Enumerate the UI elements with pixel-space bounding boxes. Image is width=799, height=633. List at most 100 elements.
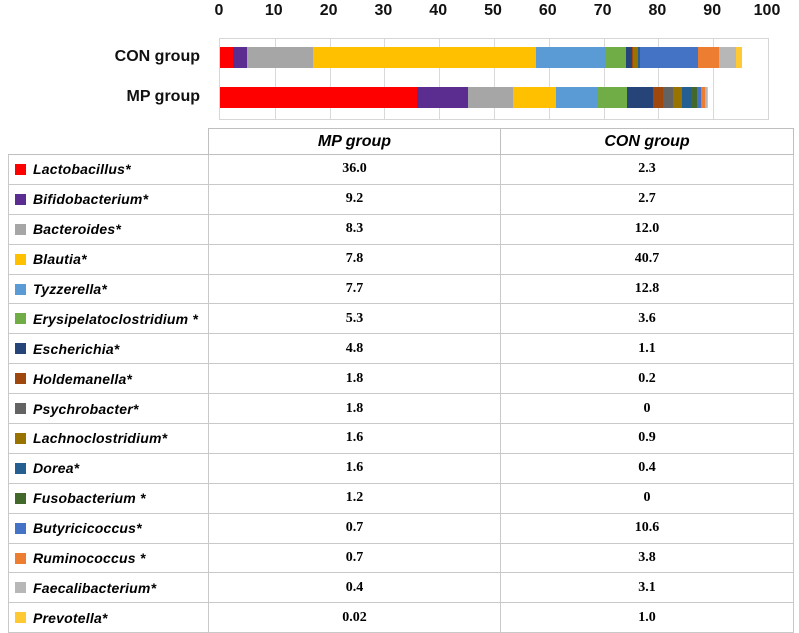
con-value: 40.7 <box>500 244 794 274</box>
con-value: 0.4 <box>500 453 794 483</box>
genus-cell: Bacteroides* <box>8 214 208 244</box>
genus-name: Tyzzerella* <box>33 281 108 297</box>
table-row-dorea: Dorea* 1.6 0.4 <box>8 453 794 484</box>
legend-swatch-tyzzerella <box>15 283 26 295</box>
genus-name: Psychrobacter* <box>33 400 139 417</box>
table-row-prevotella: Prevotella* 0.02 1.0 <box>8 603 794 633</box>
column-header-mp-group: MP group <box>208 128 500 154</box>
table-row-psychrobacter: Psychrobacter* 1.8 0 <box>8 394 794 425</box>
genus-name: Fusobacterium * <box>33 490 146 507</box>
genus-cell: Faecalibacterium* <box>8 573 208 603</box>
segment-con-ruminococcus <box>698 47 720 68</box>
segment-mp-psychrobacter <box>663 87 674 108</box>
x-tick-30: 30 <box>374 2 393 19</box>
mp-value: 9.2 <box>208 184 500 214</box>
mp-value: 1.2 <box>208 483 500 513</box>
genus-name: Lachnoclostridium* <box>33 430 168 447</box>
gridline-50 <box>494 39 495 119</box>
x-tick-40: 40 <box>429 2 448 19</box>
con-value: 3.1 <box>500 573 794 603</box>
abundance-table: MP group CON group Lactobacillus* 36.0 2.3… <box>8 128 794 633</box>
con-value: 3.8 <box>500 543 794 573</box>
legend-swatch-lactobacillus <box>15 163 26 175</box>
x-tick-60: 60 <box>538 2 557 19</box>
legend-swatch-ruminococcus <box>15 552 26 564</box>
con-value: 2.3 <box>500 155 794 184</box>
gridline-60 <box>548 39 550 119</box>
genus-cell: Fusobacterium * <box>8 483 208 513</box>
segment-con-lactobacillus <box>220 47 233 68</box>
gridline-20 <box>329 39 331 119</box>
genus-cell: Holdemanella* <box>8 364 208 394</box>
genus-name: Lactobacillus* <box>33 161 131 178</box>
x-tick-10: 10 <box>264 2 283 19</box>
con-value: 0 <box>500 483 794 513</box>
con-value: 0.9 <box>500 424 794 453</box>
mp-value: 36.0 <box>208 155 500 184</box>
genus-name: Dorea* <box>33 460 80 477</box>
table-row-blautia: Blautia* 7.8 40.7 <box>8 244 794 275</box>
legend-swatch-holdemanella <box>15 373 26 385</box>
genus-cell: Blautia* <box>8 244 208 274</box>
mp-value: 0.4 <box>208 573 500 603</box>
con-value: 2.7 <box>500 184 794 214</box>
genus-cell: Lactobacillus* <box>8 155 208 184</box>
table-row-ruminococcus: Ruminococcus * 0.7 3.8 <box>8 543 794 574</box>
segment-con-prevotella <box>736 47 742 68</box>
segment-con-tyzzerella <box>536 47 607 68</box>
mp-value: 7.8 <box>208 244 500 274</box>
con-value: 12.0 <box>500 214 794 244</box>
legend-swatch-psychrobacter <box>15 403 26 415</box>
x-tick-100: 100 <box>753 2 781 19</box>
stacked-bar-chart: 0 10 20 30 40 50 60 70 80 90 100 CON group MP grou… <box>0 0 799 128</box>
x-tick-0: 0 <box>214 2 224 19</box>
genus-cell: Lachnoclostridium* <box>8 424 208 453</box>
segment-con-lachnoclostridium <box>633 47 639 68</box>
legend-swatch-lachnoclostridium <box>15 432 26 444</box>
legend-swatch-bifidobacterium <box>15 193 26 205</box>
gridline-70 <box>603 39 605 119</box>
legend-swatch-prevotella <box>15 612 26 624</box>
genus-cell: Erysipelatoclostridium * <box>8 304 208 334</box>
category-label-con-group: CON group <box>114 48 200 65</box>
table-row-lactobacillus: Lactobacillus* 36.0 2.3 <box>8 155 794 185</box>
mp-value: 0.7 <box>208 543 500 573</box>
segment-con-dorea <box>638 47 641 68</box>
mp-value: 4.8 <box>208 334 500 364</box>
table-row-faecalibacterium: Faecalibacterium* 0.4 3.1 <box>8 573 794 604</box>
genus-name: Butyricicoccus* <box>33 520 142 537</box>
legend-swatch-faecalibacterium <box>15 582 26 594</box>
legend-swatch-blautia <box>15 253 26 265</box>
con-value: 0.2 <box>500 364 794 394</box>
segment-con-holdemanella <box>632 47 634 68</box>
mp-value: 0.02 <box>208 603 500 633</box>
x-tick-80: 80 <box>648 2 667 19</box>
segment-mp-bifidobacterium <box>417 87 468 108</box>
segment-mp-bacteroides <box>467 87 514 108</box>
genus-cell: Psychrobacter* <box>8 394 208 424</box>
genus-cell: Tyzzerella* <box>8 274 208 304</box>
gridline-30 <box>384 39 386 119</box>
legend-swatch-butyricicoccus <box>15 522 26 534</box>
genus-name: Ruminococcus * <box>33 550 146 567</box>
gridline-90 <box>713 39 715 119</box>
genus-name: Erysipelatoclostridium * <box>33 310 199 327</box>
table-row-fusobacterium: Fusobacterium * 1.2 0 <box>8 483 794 514</box>
x-tick-70: 70 <box>593 2 612 19</box>
mp-value: 1.6 <box>208 424 500 453</box>
table-row-erysipelatoclostridium: Erysipelatoclostridium * 5.3 3.6 <box>8 304 794 335</box>
column-header-con-group: CON group <box>500 128 794 154</box>
genus-cell: Dorea* <box>8 453 208 483</box>
segment-mp-faecalibacterium <box>704 87 708 108</box>
genus-name: Prevotella* <box>33 609 108 626</box>
category-label-mp-group: MP group <box>126 88 200 105</box>
segment-mp-butyricicoccus <box>697 87 702 108</box>
mp-value: 5.3 <box>208 304 500 334</box>
mp-value: 8.3 <box>208 214 500 244</box>
genus-name: Bifidobacterium* <box>33 191 149 208</box>
con-value: 10.6 <box>500 513 794 543</box>
gridline-10 <box>274 39 276 119</box>
segment-mp-tyzzerella <box>555 87 599 108</box>
segment-con-faecalibacterium <box>719 47 737 68</box>
